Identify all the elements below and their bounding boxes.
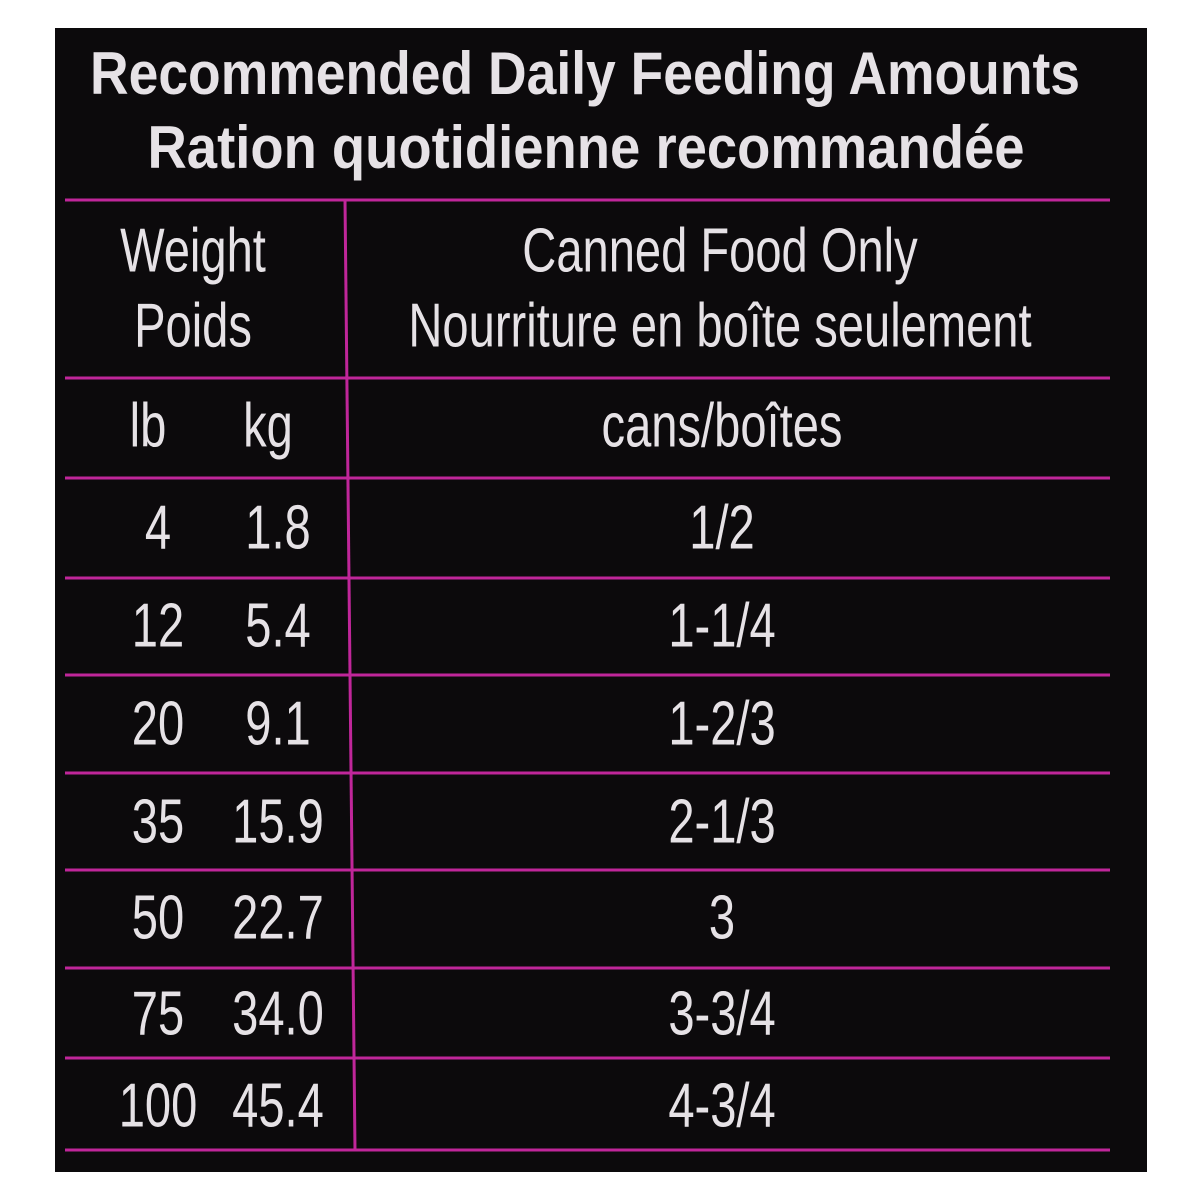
header-weight: Poids [134, 290, 252, 360]
cans-amount: 3-3/4 [668, 978, 775, 1048]
weight-kg: 9.1 [245, 688, 310, 758]
unit-kg: kg [243, 390, 293, 460]
weight-lb: 35 [132, 786, 184, 856]
header-food: Nourriture en boîte seulement [408, 290, 1031, 360]
cans-amount: 2-1/3 [668, 786, 775, 856]
weight-lb: 20 [132, 688, 184, 758]
table-rules [65, 198, 1110, 1152]
weight-lb: 4 [145, 492, 171, 562]
weight-lb: 50 [132, 882, 184, 952]
cans-amount: 4-3/4 [668, 1070, 775, 1140]
unit-lb: lb [130, 390, 167, 460]
header-food: Canned Food Only [522, 215, 918, 285]
cans-amount: 3 [709, 882, 735, 952]
panel-background [55, 28, 1147, 1172]
header-weight: Weight [120, 215, 266, 285]
cans-amount: 1-2/3 [668, 688, 775, 758]
weight-lb: 75 [132, 978, 184, 1048]
title-fr: Ration quotidienne recommandée [148, 114, 1025, 181]
weight-kg: 1.8 [245, 492, 310, 562]
cans-amount: 1/2 [689, 492, 754, 562]
weight-kg: 22.7 [232, 882, 324, 952]
cans-amount: 1-1/4 [668, 590, 775, 660]
unit-cans: cans/boîtes [602, 390, 843, 460]
title-en: Recommended Daily Feeding Amounts [90, 40, 1080, 107]
weight-lb: 100 [119, 1070, 198, 1140]
weight-kg: 45.4 [232, 1070, 324, 1140]
weight-lb: 12 [132, 590, 184, 660]
weight-kg: 34.0 [232, 978, 324, 1048]
weight-kg: 5.4 [245, 590, 310, 660]
weight-kg: 15.9 [232, 786, 324, 856]
